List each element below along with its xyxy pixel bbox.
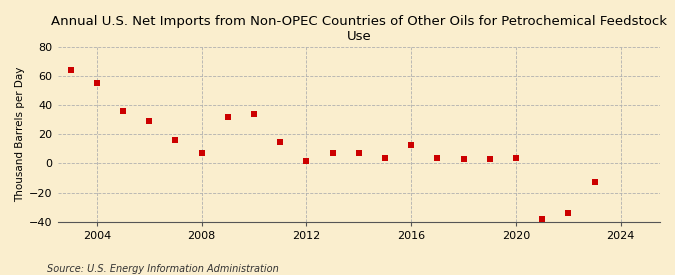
Y-axis label: Thousand Barrels per Day: Thousand Barrels per Day: [15, 67, 25, 202]
Point: [379, 155, 390, 160]
Point: [458, 157, 469, 161]
Point: [327, 151, 338, 155]
Point: [510, 155, 521, 160]
Point: [91, 81, 102, 86]
Point: [275, 139, 286, 144]
Point: [354, 151, 364, 155]
Point: [248, 112, 259, 116]
Title: Annual U.S. Net Imports from Non-OPEC Countries of Other Oils for Petrochemical : Annual U.S. Net Imports from Non-OPEC Co…: [51, 15, 667, 43]
Point: [537, 217, 547, 221]
Point: [196, 151, 207, 155]
Point: [301, 158, 312, 163]
Point: [170, 138, 181, 142]
Point: [144, 119, 155, 123]
Point: [589, 180, 600, 185]
Point: [406, 142, 416, 147]
Point: [65, 68, 76, 72]
Point: [117, 109, 128, 113]
Point: [485, 157, 495, 161]
Point: [432, 155, 443, 160]
Point: [563, 211, 574, 215]
Point: [222, 115, 233, 119]
Text: Source: U.S. Energy Information Administration: Source: U.S. Energy Information Administ…: [47, 264, 279, 274]
